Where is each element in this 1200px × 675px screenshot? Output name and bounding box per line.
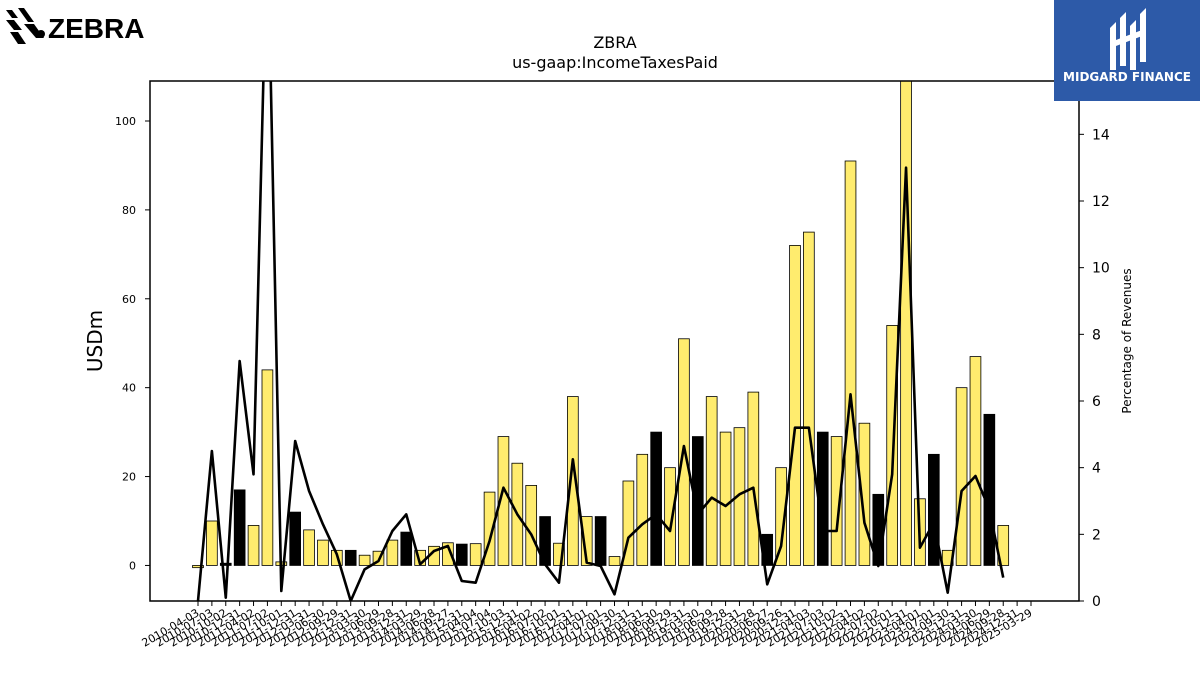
axis-ticks: 020406080100024681012142010-04-032010-07… (115, 115, 1110, 650)
bar-2019-03-30 (691, 436, 704, 566)
line-series (196, 81, 1005, 601)
bar-2024-06-29 (983, 413, 996, 566)
bar-2017-12-31 (622, 480, 635, 566)
bar-2018-09-29 (664, 467, 676, 566)
bar-2021-04-03 (803, 231, 815, 566)
y2-tick-label: 4 (1092, 461, 1101, 477)
bar-2017-09-30 (608, 556, 621, 566)
y2-tick-label: 12 (1092, 194, 1110, 210)
y2-tick-label: 2 (1092, 527, 1101, 543)
bar-2013-09-28 (386, 539, 399, 566)
bar-2010-10-02 (219, 562, 232, 566)
y2-tick-label: 14 (1092, 127, 1110, 143)
bar-2012-12-31 (344, 549, 357, 566)
chart-title: ZBRA (593, 33, 636, 52)
bar-2021-10-02 (830, 436, 843, 566)
bar-2016-04-02 (525, 485, 538, 566)
bar-2021-12-31 (844, 160, 857, 566)
bar-2016-12-31 (567, 396, 579, 566)
y2-tick-label: 6 (1092, 394, 1101, 410)
bar-2017-04-01 (580, 516, 593, 566)
bar-series (192, 80, 1010, 569)
y-tick-label: 0 (129, 559, 136, 572)
bar-2022-10-01 (886, 325, 898, 566)
bar-2020-12-31 (789, 245, 801, 566)
bar-2011-04-02 (247, 525, 260, 566)
bar-2023-12-31 (955, 387, 968, 566)
midgard-mark-icon (1110, 8, 1146, 70)
y2-axis-label: Percentage of Revenues (1120, 268, 1134, 413)
bar-2022-04-02 (858, 422, 871, 566)
chart-subtitle: us-gaap:IncomeTaxesPaid (512, 53, 718, 72)
bar-2016-10-01 (553, 542, 565, 566)
zebra-head-icon (6, 8, 45, 44)
bar-2010-12-31 (233, 489, 246, 566)
bar-2017-07-01 (594, 516, 607, 566)
bar-2019-06-29 (705, 396, 718, 566)
bar-2014-09-27 (442, 542, 454, 566)
y2-tick-label: 0 (1092, 594, 1101, 610)
bar-2013-12-31 (400, 531, 413, 566)
bar-2019-12-31 (733, 427, 746, 566)
bar-2012-03-31 (303, 529, 315, 566)
y2-tick-label: 10 (1092, 261, 1110, 277)
bar-2011-12-31 (289, 511, 301, 566)
y-axis-label: USDm (83, 310, 107, 372)
y-tick-label: 20 (122, 471, 136, 484)
zebra-logo: ZEBRA (6, 8, 144, 44)
bar-2018-06-30 (650, 431, 662, 566)
bar-2013-03-30 (358, 554, 371, 566)
bar-2011-07-02 (261, 369, 274, 566)
bar-2023-07-01 (928, 453, 940, 566)
bar-2020-09-26 (775, 467, 787, 566)
midgard-logo-text: MIDGARD FINANCE (1063, 70, 1191, 84)
bar-2024-03-30 (969, 356, 982, 566)
plot-frame (149, 80, 1080, 602)
zebra-logo-text: ZEBRA (48, 13, 144, 44)
bar-2012-06-30 (317, 539, 329, 566)
bar-2020-03-28 (747, 391, 760, 566)
bar-2014-12-31 (455, 543, 468, 566)
bar-2018-03-31 (636, 453, 649, 566)
y-tick-label: 40 (122, 382, 136, 395)
y2-tick-label: 8 (1092, 327, 1101, 343)
bar-2010-04-03 (192, 565, 204, 569)
y-tick-label: 60 (122, 293, 136, 306)
bar-2015-10-03 (497, 436, 510, 566)
bar-2019-09-28 (719, 431, 732, 566)
bar-2015-04-04 (469, 543, 482, 566)
bar-2010-07-03 (206, 520, 218, 566)
bar-2015-07-04 (483, 491, 496, 566)
y-tick-label: 80 (122, 204, 136, 217)
percentage-line (196, 81, 1005, 601)
midgard-finance-logo: MIDGARD FINANCE (1054, 0, 1200, 101)
bar-2022-12-31 (900, 80, 912, 566)
y-tick-label: 100 (115, 115, 136, 128)
